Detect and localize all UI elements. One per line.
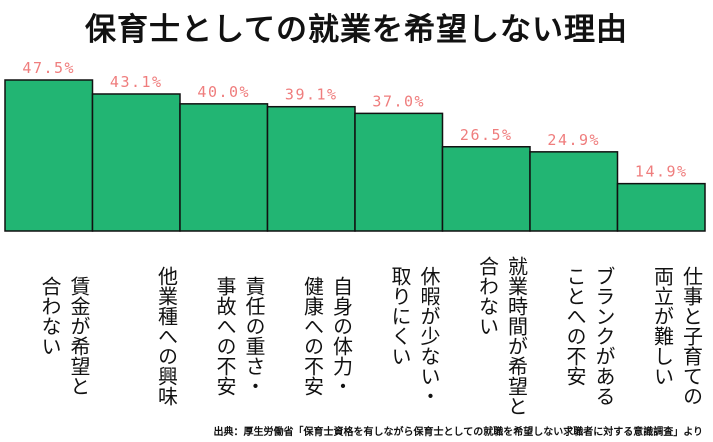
value-label-2: 43.1% (110, 73, 163, 91)
bar-4 (266, 105, 356, 232)
category-label-7: ブランクがある ことへの不安 (563, 266, 616, 406)
category-label-5: 休暇が少ない・ 取りにくい (388, 266, 441, 406)
category-label-1: 賃金が希望と 合わない (38, 276, 91, 396)
chart-title: 保育士としての就業を希望しない理由 (84, 12, 629, 48)
value-label-7: 24.9% (547, 131, 600, 149)
category-label-6: 就業時間が希望と 合わない (475, 256, 529, 416)
category-label-4: 自身の体力・ 健康への不安 (300, 276, 354, 396)
category-label-8: 仕事と子育ての 両立が難しい (650, 266, 704, 406)
value-label-6: 26.5% (460, 126, 513, 144)
value-label-1: 47.5% (22, 59, 75, 77)
bar-1 (4, 79, 94, 232)
category-label-2: 他業種への興味 (154, 266, 179, 406)
value-label-3: 40.0% (197, 83, 250, 101)
value-label-8: 14.9% (635, 163, 688, 181)
bar-5 (354, 112, 444, 232)
category-label-3: 責任の重さ・ 事故への不安 (213, 276, 266, 396)
bar-6 (441, 146, 531, 232)
bar-8 (616, 182, 706, 232)
value-label-5: 37.0% (372, 92, 425, 110)
bar-7 (529, 151, 619, 232)
bar-3 (179, 103, 269, 232)
source-note: 出典：厚生労働省「保育士資格を有しながら保育士としての就職を希望しない求職者に対… (213, 427, 704, 438)
bar-2 (91, 93, 181, 232)
value-label-4: 39.1% (285, 86, 338, 104)
